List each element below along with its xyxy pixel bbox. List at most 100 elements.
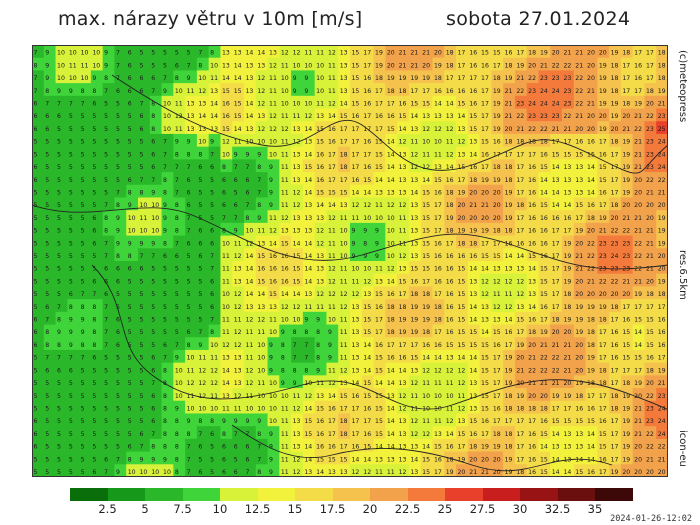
gust-value: 13	[187, 113, 195, 120]
gust-cell	[90, 70, 104, 84]
gust-value: 6	[222, 456, 226, 463]
gust-value: 21	[552, 380, 560, 387]
gust-value: 21	[646, 240, 654, 247]
gust-cell	[149, 146, 163, 160]
gust-value: 6	[246, 444, 250, 451]
gust-value: 6	[198, 240, 202, 247]
gust-value: 17	[493, 418, 501, 425]
gust-value: 14	[304, 151, 312, 158]
gust-value: 17	[458, 444, 466, 451]
gust-cell	[503, 197, 516, 211]
gust-cell	[644, 210, 657, 224]
gust-cell	[397, 184, 410, 198]
gust-cell	[55, 133, 68, 148]
gust-cell	[291, 159, 304, 173]
gust-value: 17	[528, 418, 536, 425]
gust-value: 13	[387, 189, 395, 196]
gust-cell	[90, 159, 104, 173]
gust-value: 5	[116, 355, 120, 362]
gust-value: 5	[45, 151, 49, 158]
gust-cell	[609, 45, 622, 59]
gust-cell	[479, 57, 492, 71]
gust-value: 7	[175, 177, 179, 184]
gust-value: 5	[140, 342, 144, 349]
gust-value: 13	[340, 469, 348, 476]
gust-value: 17	[458, 62, 466, 69]
gust-value: 15	[234, 101, 242, 108]
gust-cell	[573, 172, 587, 186]
gust-value: 5	[81, 278, 85, 285]
gust-cell	[408, 108, 422, 122]
gust-value: 7	[257, 444, 261, 451]
gust-value: 16	[611, 355, 619, 362]
gust-cell	[196, 261, 210, 275]
gust-value: 23	[658, 393, 666, 400]
gust-value: 18	[658, 291, 666, 298]
gust-cell	[138, 121, 151, 135]
gust-value: 13	[528, 278, 536, 285]
gust-value: 12	[446, 126, 454, 133]
gust-value: 13	[198, 101, 206, 108]
gust-value: 18	[505, 139, 513, 146]
gust-value: 20	[481, 215, 489, 222]
gust-value: 19	[622, 418, 630, 425]
gust-cell	[279, 172, 292, 186]
gust-cell	[538, 45, 551, 59]
gust-value: 21	[564, 126, 572, 133]
gust-cell	[526, 121, 539, 135]
gust-value: 18	[446, 189, 454, 196]
gust-value: 18	[493, 164, 501, 171]
gust-cell	[585, 197, 598, 211]
gust-cell	[420, 222, 433, 237]
gust-value: 19	[493, 444, 501, 451]
gust-value: 8	[57, 317, 61, 324]
gust-cell	[32, 70, 45, 84]
gust-value: 22	[516, 88, 524, 95]
gust-value: 21	[399, 62, 407, 69]
gust-cell	[620, 95, 634, 110]
gust-value: 15	[222, 126, 230, 133]
gust-value: 8	[69, 304, 73, 311]
gust-value: 7	[234, 215, 238, 222]
gust-value: 5	[187, 50, 191, 57]
gust-cell	[244, 184, 257, 198]
gust-value: 11	[257, 329, 265, 336]
gust-value: 9	[269, 431, 273, 438]
gust-value: 21	[552, 126, 560, 133]
gust-cell	[114, 121, 127, 135]
gust-value: 19	[611, 469, 619, 476]
gust-cell	[314, 248, 327, 262]
gust-value: 14	[469, 355, 477, 362]
gust-cell	[138, 70, 151, 84]
gust-cell	[79, 235, 92, 249]
legend-swatch	[332, 488, 370, 501]
gust-value: 14	[575, 456, 583, 463]
gust-value: 19	[505, 456, 513, 463]
gust-cell	[503, 184, 516, 198]
gust-value: 18	[434, 75, 442, 82]
gust-value: 20	[611, 126, 619, 133]
gust-cell	[467, 70, 481, 84]
gust-cell	[644, 248, 657, 262]
gust-value: 17	[458, 177, 466, 184]
gust-cell	[185, 146, 198, 160]
gust-cell	[126, 108, 139, 122]
gust-value: 8	[116, 253, 120, 260]
gust-cell	[562, 210, 575, 224]
gust-value: 7	[175, 164, 179, 171]
gust-value: 16	[363, 139, 371, 146]
gust-value: 16	[528, 317, 536, 324]
gust-value: 13	[352, 342, 360, 349]
gust-cell	[196, 273, 210, 287]
gust-value: 7	[151, 253, 155, 260]
gust-value: 17	[599, 405, 607, 412]
gust-value: 11	[375, 266, 383, 273]
gust-cell	[102, 83, 115, 97]
gust-value: 13	[316, 278, 324, 285]
gust-cell	[467, 261, 481, 275]
gust-cell	[43, 248, 57, 262]
gust-value: 5	[175, 291, 179, 298]
gust-value: 12	[257, 126, 265, 133]
gust-value: 9	[269, 342, 273, 349]
gust-value: 24	[540, 101, 548, 108]
